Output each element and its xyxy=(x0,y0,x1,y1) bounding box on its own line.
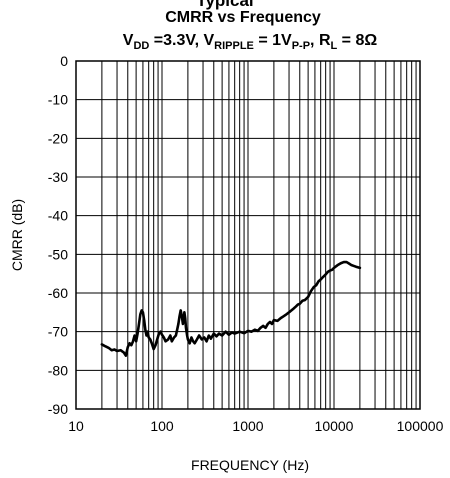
subtitle-pp-sub: P-P xyxy=(292,40,310,52)
x-tick-label: 100000 xyxy=(397,418,444,434)
y-tick-label: -70 xyxy=(48,324,68,340)
y-tick-label: -10 xyxy=(48,92,68,108)
subtitle-rl-sep: , R xyxy=(310,32,331,49)
y-tick-label: -30 xyxy=(48,169,68,185)
subtitle-vdd-sub: DD xyxy=(133,40,149,52)
y-tick-label: -20 xyxy=(48,130,68,146)
series-layer xyxy=(100,260,362,357)
y-tick-label: -90 xyxy=(48,401,68,417)
y-axis-label: CMRR (dB) xyxy=(9,199,25,271)
series-line xyxy=(100,260,362,357)
x-tick-label: 100 xyxy=(150,418,174,434)
y-tick-label: 0 xyxy=(60,53,68,69)
chart-title: CMRR vs Frequency xyxy=(165,9,321,26)
grid xyxy=(75,60,421,410)
subtitle-ripple-sub: RIPPLE xyxy=(214,40,254,52)
subtitle-rl-value: = 8Ω xyxy=(337,32,377,49)
y-tick-label: -60 xyxy=(48,285,68,301)
x-tick-label: 10 xyxy=(68,418,84,434)
subtitle-vdd-value: =3.3V, V xyxy=(149,32,214,49)
x-axis-label: FREQUENCY (Hz) xyxy=(191,457,309,473)
y-tick-labels: 0 -10 -20 -30 -40 -50 -60 -70 -80 -90 xyxy=(48,53,68,417)
x-tick-label: 1000 xyxy=(232,418,263,434)
subtitle-ripple-value: = 1V xyxy=(254,32,292,49)
chart-title-top: Typical xyxy=(196,0,253,10)
chart-subtitle: VDD =3.3V, VRIPPLE = 1VP-P, RL = 8Ω xyxy=(123,32,378,52)
subtitle-rl-sub: L xyxy=(331,40,338,52)
y-tick-label: -80 xyxy=(48,362,68,378)
subtitle-vdd-label: V xyxy=(123,32,134,49)
y-tick-label: -50 xyxy=(48,246,68,262)
x-tick-labels: 10 100 1000 10000 100000 xyxy=(68,418,443,434)
y-tick-label: -40 xyxy=(48,208,68,224)
x-tick-label: 10000 xyxy=(315,418,354,434)
plot-frame xyxy=(75,60,421,410)
